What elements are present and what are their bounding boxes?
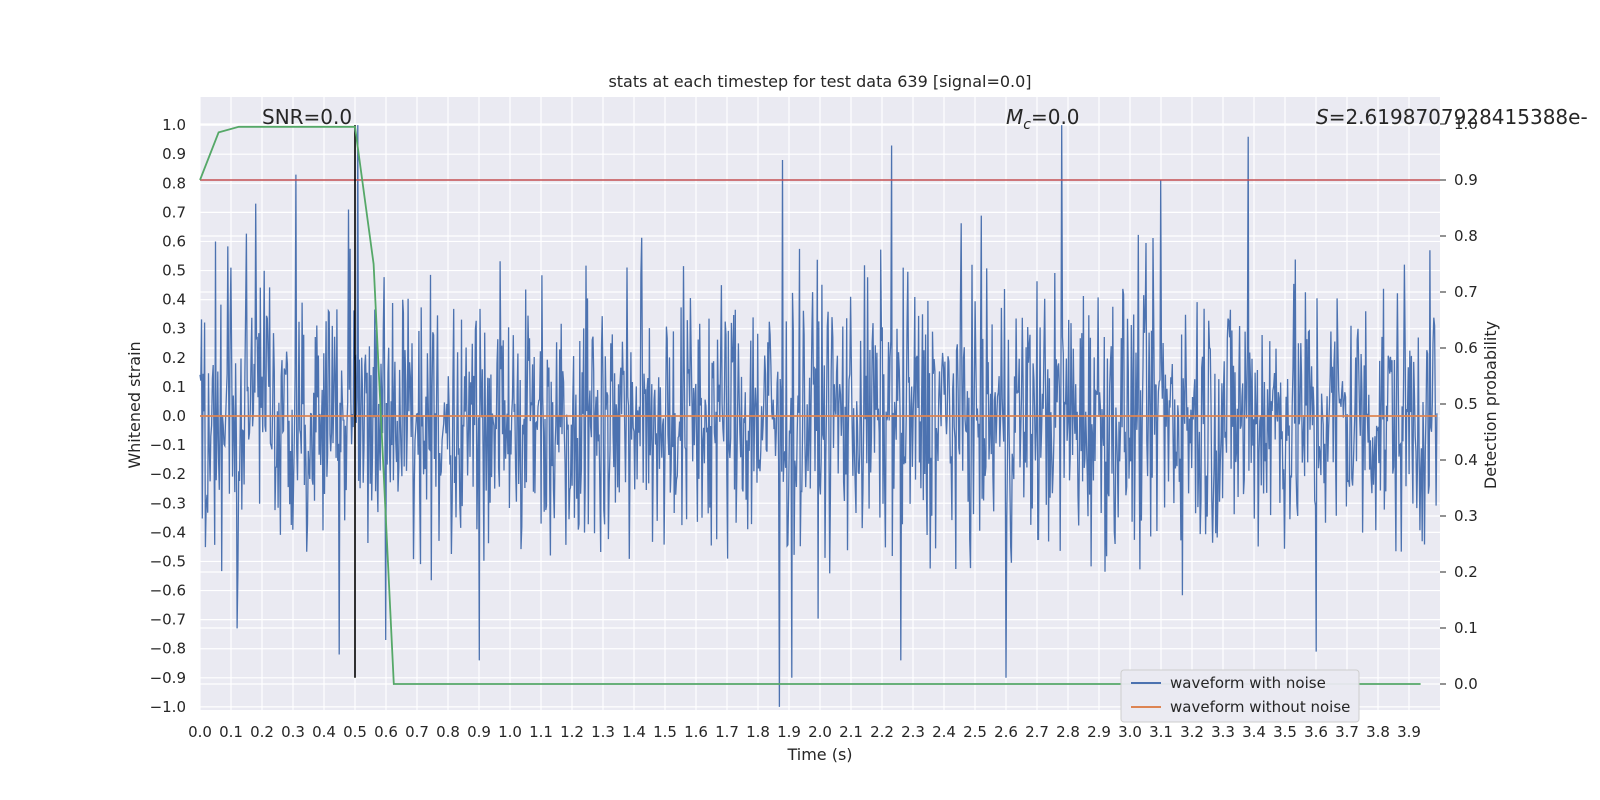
waveform-with-noise-line	[199, 125, 1438, 707]
x-tick-label: 2.6	[994, 723, 1018, 741]
x-tick-label: 2.1	[839, 723, 863, 741]
x-axis-ticks: 0.0 0.1 0.2 0.3 0.4 0.5 0.6 0.7 0.8 0.9 1.0 1.1 1.2 1…	[188, 723, 1421, 741]
x-tick-label: 0.3	[281, 723, 305, 741]
y-tick-label: 0.2	[162, 349, 186, 367]
x-tick-label: 3.9	[1397, 723, 1421, 741]
x-tick-label: 1.7	[715, 723, 739, 741]
x-tick-label: 0.5	[343, 723, 367, 741]
s-value: =2.619870792841538​8e-	[1329, 105, 1588, 129]
y-right-tick-label: 0.4	[1454, 451, 1478, 469]
y-right-tick-label: 0.2	[1454, 563, 1478, 581]
y-tick-label: 0.7	[162, 203, 186, 221]
x-tick-label: 2.2	[870, 723, 894, 741]
x-tick-label: 1.4	[622, 723, 646, 741]
y-axis-ticks: 1.0 0.9 0.8 0.7 0.6 0.5 0.4 0.3 0.2 0.1 0.0 −0.1 −0.…	[150, 116, 186, 716]
x-tick-label: 0.7	[405, 723, 429, 741]
snr-annotation: SNR=0.0	[262, 105, 352, 129]
x-tick-label: 1.0	[498, 723, 522, 741]
y-right-tick-label: 0.3	[1454, 507, 1478, 525]
chirp-mass-annotation: Mc=0.0	[1006, 105, 1080, 133]
y-tick-label: 0.5	[162, 262, 186, 280]
x-tick-label: 2.0	[808, 723, 832, 741]
x-tick-label: 1.3	[591, 723, 615, 741]
y-tick-label: −0.3	[150, 494, 186, 512]
x-tick-label: 0.6	[374, 723, 398, 741]
x-tick-label: 3.1	[1149, 723, 1173, 741]
x-tick-label: 3.3	[1211, 723, 1235, 741]
y-tick-label: −0.6	[150, 582, 186, 600]
y-right-tick-label: 0.7	[1454, 283, 1478, 301]
y-tick-label: 0.8	[162, 174, 186, 192]
legend: waveform with noise waveform without noi…	[1120, 669, 1360, 723]
legend-label-noise: waveform with noise	[1170, 674, 1326, 692]
y-tick-label: −0.1	[150, 436, 186, 454]
s-annotation: S=2.619870792841538​8e-	[1316, 105, 1588, 129]
x-tick-label: 3.4	[1242, 723, 1266, 741]
y-tick-label: 0.3	[162, 320, 186, 338]
chart-title: stats at each timestep for test data 639…	[608, 72, 1031, 91]
y-tick-label: 0.0	[162, 407, 186, 425]
y-tick-label: 0.6	[162, 232, 186, 250]
chirp-mass-symbol: M	[1006, 105, 1023, 129]
x-tick-label: 1.2	[560, 723, 584, 741]
y-tick-label: 0.4	[162, 291, 186, 309]
y-tick-label: −0.4	[150, 523, 186, 541]
x-tick-label: 2.9	[1087, 723, 1111, 741]
y-tick-label: −0.5	[150, 552, 186, 570]
y-right-tick-label: 0.6	[1454, 339, 1478, 357]
x-tick-label: 3.2	[1180, 723, 1204, 741]
y-tick-label: −1.0	[150, 698, 186, 716]
x-tick-label: 3.5	[1273, 723, 1297, 741]
legend-box	[1120, 669, 1360, 723]
x-tick-label: 1.6	[684, 723, 708, 741]
x-tick-label: 0.0	[188, 723, 212, 741]
chirp-mass-value: =0.0	[1031, 105, 1080, 129]
x-tick-label: 1.8	[746, 723, 770, 741]
x-tick-label: 2.3	[901, 723, 925, 741]
x-tick-label: 3.6	[1304, 723, 1328, 741]
y-tick-label: −0.2	[150, 465, 186, 483]
x-tick-label: 1.1	[529, 723, 553, 741]
x-tick-label: 0.8	[436, 723, 460, 741]
y-right-axis-ticks: 1.0 0.9 0.8 0.7 0.6 0.5 0.4 0.3 0.2 0.1 0.0	[1440, 115, 1478, 693]
y-tick-label: −0.7	[150, 611, 186, 629]
y-tick-label: 0.1	[162, 378, 186, 396]
x-tick-label: 0.2	[250, 723, 274, 741]
x-axis-label: Time (s)	[786, 745, 852, 764]
x-tick-label: 0.1	[219, 723, 243, 741]
y-right-axis-label: Detection probability	[1481, 321, 1500, 489]
y-right-tick-label: 0.8	[1454, 227, 1478, 245]
x-tick-label: 2.7	[1025, 723, 1049, 741]
x-tick-label: 3.7	[1335, 723, 1359, 741]
y-axis-label: Whitened strain	[125, 341, 144, 468]
x-tick-label: 2.5	[963, 723, 987, 741]
x-tick-label: 0.9	[467, 723, 491, 741]
y-right-tick-label: 0.1	[1454, 619, 1478, 637]
y-right-tick-label: 0.0	[1454, 675, 1478, 693]
x-tick-label: 3.0	[1118, 723, 1142, 741]
legend-label-clean: waveform without noise	[1170, 698, 1350, 716]
y-tick-label: −0.9	[150, 669, 186, 687]
detection-probability-line	[199, 125, 1421, 685]
y-tick-label: −0.8	[150, 640, 186, 658]
s-symbol: S	[1316, 105, 1329, 129]
overlay-lines	[199, 125, 1440, 685]
x-tick-label: 2.8	[1056, 723, 1080, 741]
y-tick-label: 1.0	[162, 116, 186, 134]
x-tick-label: 0.4	[312, 723, 336, 741]
x-tick-label: 3.8	[1366, 723, 1390, 741]
x-tick-label: 2.4	[932, 723, 956, 741]
y-tick-label: 0.9	[162, 145, 186, 163]
series-waveform-with-noise	[199, 125, 1438, 707]
chirp-mass-subscript: c	[1023, 117, 1031, 133]
y-right-tick-label: 0.5	[1454, 395, 1478, 413]
y-right-tick-label: 0.9	[1454, 171, 1478, 189]
x-tick-label: 1.9	[777, 723, 801, 741]
x-tick-label: 1.5	[653, 723, 677, 741]
y-right-tick-label: 1.0	[1454, 115, 1478, 133]
